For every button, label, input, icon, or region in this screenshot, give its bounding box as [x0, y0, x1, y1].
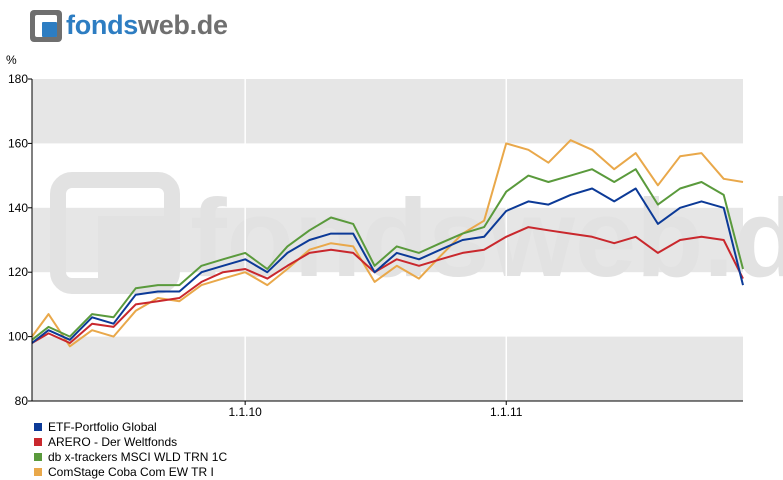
legend-item[interactable]: db x-trackers MSCI WLD TRN 1C: [34, 450, 434, 465]
axes: %: [6, 53, 743, 402]
brand-name-part1: fonds: [66, 10, 138, 40]
axis-ticks: 80 100 120 140 160 180 1.1.10 1.1.11: [8, 72, 523, 419]
legend-swatch: [34, 438, 42, 446]
vertical-gridlines: [244, 79, 507, 401]
brand-logo-text[interactable]: fondsweb.de: [66, 6, 228, 44]
series-line-etf-portfolio-global: [31, 187, 744, 344]
x-tick-label: 1.1.11: [490, 405, 523, 419]
legend-item[interactable]: ComStage Coba Com EW TR I: [34, 465, 434, 480]
watermark-text-part2: web.de: [488, 177, 783, 300]
svg-text:fondsweb.de: fondsweb.de: [190, 177, 783, 300]
legend-label: ARERO - Der Weltfonds: [48, 435, 178, 449]
legend-label: ComStage Coba Com EW TR I: [48, 465, 214, 479]
watermark: fondsweb.de: [50, 172, 783, 300]
watermark-text-part1: fonds: [190, 177, 489, 300]
series-line-arero-der-weltfonds: [31, 226, 744, 344]
legend-swatch: [34, 423, 42, 431]
watermark-logo-inner: [98, 216, 172, 286]
y-tick-label: 120: [8, 265, 28, 279]
y-tick-label: 160: [8, 136, 28, 150]
y-tick-label: 140: [8, 201, 28, 215]
y-tick-label: 80: [15, 394, 29, 408]
y-tick-label: 100: [8, 330, 28, 344]
logo-icon: [30, 10, 62, 42]
grid-band: [32, 336, 743, 401]
y-axis-unit-label: %: [6, 53, 17, 67]
legend-swatch: [34, 453, 42, 461]
series-line-db-x-trackers-msci-wld-trn-1c: [31, 168, 744, 341]
legend-item[interactable]: ETF-Portfolio Global: [34, 420, 434, 435]
legend-label: ETF-Portfolio Global: [48, 420, 157, 434]
grid-band: [32, 79, 743, 144]
x-tick-label: 1.1.10: [228, 405, 262, 419]
series-lines: [31, 139, 744, 348]
y-tick-label: 180: [8, 72, 28, 86]
legend-swatch: [34, 468, 42, 476]
brand-name-part2: web.de: [138, 10, 228, 40]
series-line-comstage-coba-com-ew-tr-i: [31, 139, 744, 348]
chart-legend: ETF-Portfolio Global ARERO - Der Weltfon…: [34, 420, 434, 480]
legend-item[interactable]: ARERO - Der Weltfonds: [34, 435, 434, 450]
header: fondsweb.de: [0, 0, 783, 50]
legend-label: db x-trackers MSCI WLD TRN 1C: [48, 450, 228, 464]
performance-chart: fondsweb.de % 80 100 120 140 160 180 1.1.10 1.1…: [6, 53, 783, 419]
